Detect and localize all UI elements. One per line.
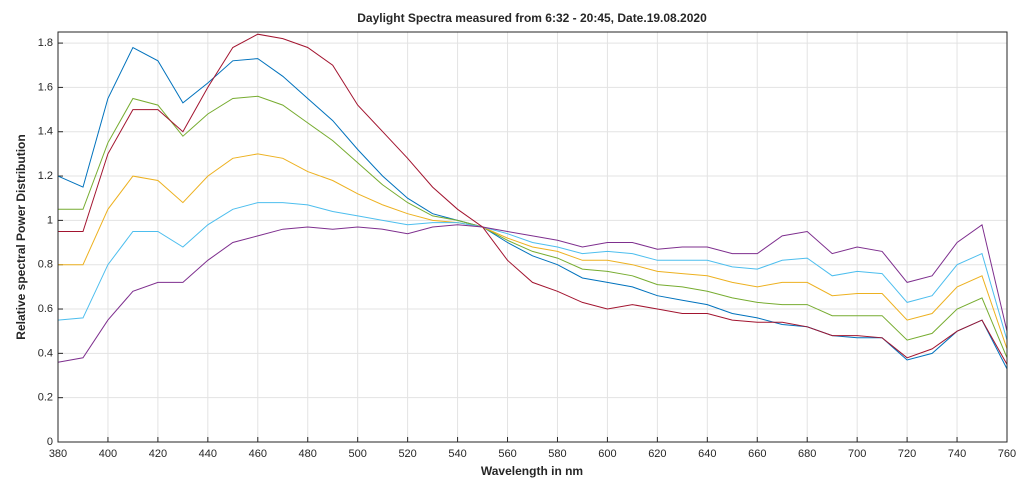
x-tick-label: 700 bbox=[848, 448, 866, 460]
y-tick-label: 0.2 bbox=[38, 392, 53, 404]
y-tick-label: 1 bbox=[47, 214, 53, 226]
y-tick-label: 0.4 bbox=[38, 347, 53, 359]
x-tick-label: 460 bbox=[249, 448, 267, 460]
spectrum-line bbox=[57, 46, 1008, 370]
x-tick-label: 760 bbox=[998, 448, 1016, 460]
y-tick-label: 0.6 bbox=[38, 303, 53, 315]
x-tick-label: 620 bbox=[648, 448, 666, 460]
x-tick-label: 560 bbox=[498, 448, 516, 460]
x-tick-label: 600 bbox=[598, 448, 616, 460]
x-tick-label: 720 bbox=[898, 448, 916, 460]
x-tick-label: 680 bbox=[798, 448, 816, 460]
x-axis-label: Wavelength in nm bbox=[481, 464, 583, 478]
x-tick-label: 540 bbox=[448, 448, 466, 460]
spectrum-line bbox=[57, 202, 1008, 341]
x-tick-label: 420 bbox=[149, 448, 167, 460]
y-tick-label: 1.6 bbox=[38, 81, 53, 93]
spectrum-line bbox=[58, 33, 1008, 365]
spectrum-line bbox=[58, 95, 1008, 358]
y-tick-label: 0.8 bbox=[38, 259, 53, 271]
x-tick-label: 580 bbox=[548, 448, 566, 460]
x-tick-label: 480 bbox=[299, 448, 317, 460]
x-tick-label: 500 bbox=[349, 448, 367, 460]
spectrum-line bbox=[58, 153, 1008, 350]
x-tick-label: 400 bbox=[99, 448, 117, 460]
y-tick-label: 1.4 bbox=[38, 126, 53, 138]
x-tick-label: 740 bbox=[948, 448, 966, 460]
y-tick-label: 1.2 bbox=[38, 170, 53, 182]
y-tick-label: 0 bbox=[47, 436, 53, 448]
y-axis-label: Relative spectral Power Distribution bbox=[14, 134, 28, 339]
x-tick-label: 640 bbox=[698, 448, 716, 460]
x-tick-label: 660 bbox=[748, 448, 766, 460]
x-tick-label: 380 bbox=[49, 448, 67, 460]
x-tick-label: 520 bbox=[398, 448, 416, 460]
y-tick-label: 1.8 bbox=[38, 37, 53, 49]
spectrum-line bbox=[57, 223, 1008, 363]
chart-title: Daylight Spectra measured from 6:32 - 20… bbox=[357, 11, 707, 25]
x-tick-label: 440 bbox=[199, 448, 217, 460]
axes-box bbox=[57, 31, 1008, 443]
